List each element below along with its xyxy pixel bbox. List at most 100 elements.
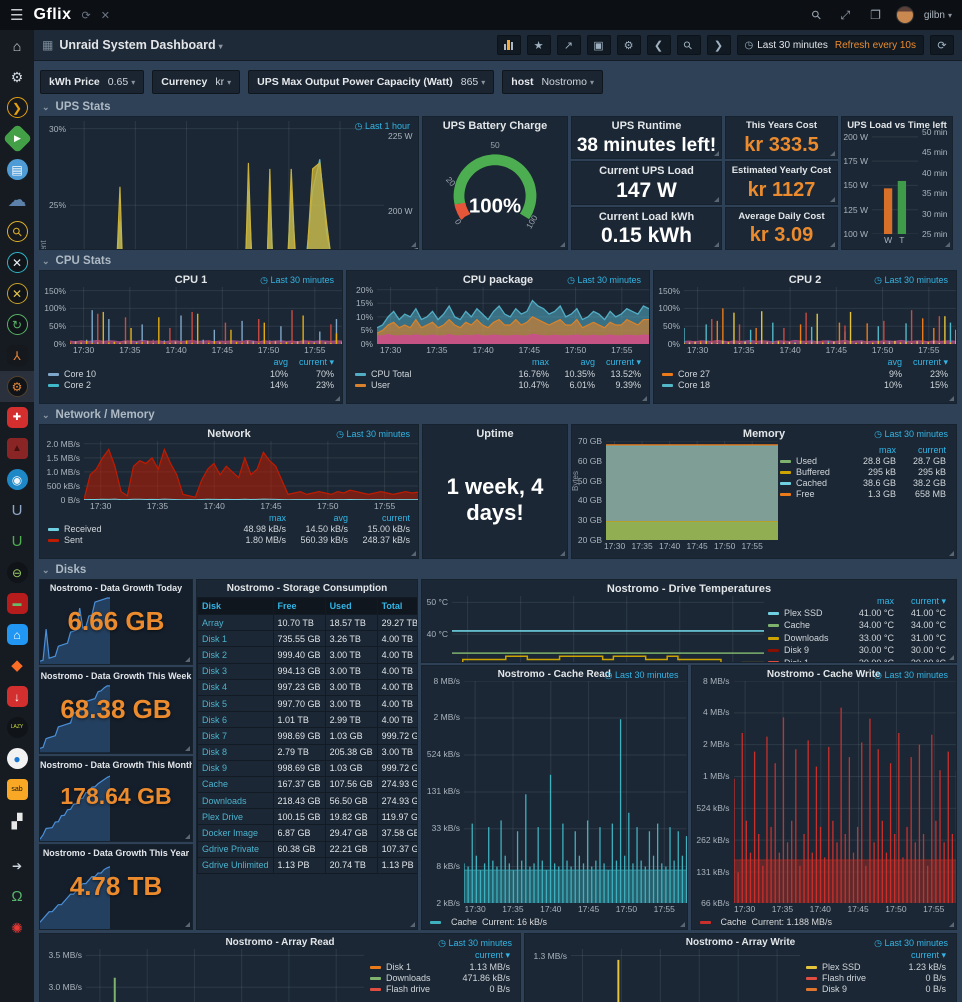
legend-row[interactable]: Plex SSD 41.00 °C 41.00 °C (768, 607, 946, 619)
time-badge[interactable]: Last 30 minutes (874, 670, 948, 681)
battery-gauge[interactable]: 0 20 50 100 100% (423, 133, 567, 249)
panel-title[interactable]: UPS Battery Charge (442, 120, 548, 132)
sidebar-app-icon[interactable]: ↻ (0, 309, 34, 340)
panel-title[interactable]: CPU 1 (174, 274, 208, 286)
sidebar-app-icon[interactable]: ◆ (0, 650, 34, 681)
cache-write-chart[interactable]: 66 kB/s 131 kB/s 262 kB/s 524 kB/s 1 MB/s 2 M… (692, 676, 956, 917)
panel-title[interactable]: Nostromo - Array Write (685, 937, 796, 948)
panel-title[interactable]: Nostromo - Data Growth This Week (40, 671, 192, 682)
time-picker[interactable]: Last 30 minutes Refresh every 10s (736, 35, 924, 55)
legend-row[interactable]: Downloads 33.00 °C 31.00 °C (768, 632, 946, 644)
legend-row[interactable]: User 10.47% 6.01% 9.39% (355, 380, 641, 390)
sidebar-app-icon[interactable]: ✕ (0, 247, 34, 278)
variable-select[interactable]: kWh Price 0.65 (40, 70, 145, 94)
panel-title[interactable]: This Years Cost (745, 120, 818, 131)
panel-title[interactable]: Nostromo - Array Read (225, 937, 335, 948)
sidebar-app-icon[interactable]: U (0, 526, 34, 557)
legend-row[interactable]: Core 10 10% 70% (48, 369, 334, 379)
legend-row[interactable]: Used 28.8 GB 28.7 GB (780, 456, 946, 466)
growth-month-chart[interactable] (40, 771, 192, 841)
panel-title[interactable]: Current UPS Load (599, 165, 694, 178)
legend-row[interactable]: Flash drive 0 B/s (806, 973, 946, 983)
growth-year-chart[interactable] (40, 859, 192, 929)
legend-row[interactable]: Flash drive 0 B/s (370, 984, 510, 994)
time-badge[interactable]: Last 30 minutes (874, 275, 948, 286)
refresh-interval[interactable]: Refresh every 10s (834, 39, 916, 51)
sidebar-app-icon[interactable]: Ω (0, 881, 34, 912)
panel-title[interactable]: Network (207, 428, 251, 440)
legend[interactable]: Cache Current: 1.188 MB/s (692, 916, 957, 929)
panel-title[interactable]: Nostromo - Data Growth This Year (42, 847, 190, 858)
legend-row[interactable]: Disk 9 30.00 °C 30.00 °C (768, 644, 946, 656)
temperatures-chart[interactable]: 0 °C10 °C20 °C30 °C40 °C50 °C17:3017:351… (422, 596, 764, 662)
sidebar-app-icon[interactable]: ✺ (0, 912, 34, 943)
user-menu[interactable]: gilbn (924, 10, 952, 21)
legend-row[interactable]: Free 1.3 GB 658 MB (780, 489, 946, 499)
section-ups-stats[interactable]: ⌄ UPS Stats (42, 101, 111, 113)
sidebar-app-icon[interactable]: LAZY (0, 712, 34, 743)
section-disks[interactable]: ⌄ Disks (42, 564, 87, 576)
sidebar-app-icon[interactable]: ✚ (0, 402, 34, 433)
fullscreen-icon[interactable]: ⤢ (840, 7, 851, 22)
time-badge[interactable]: Last 30 minutes (874, 429, 948, 440)
tab-refresh-icon[interactable]: ⟳ (81, 9, 91, 22)
sidebar-app-icon[interactable]: ❯ (0, 92, 34, 123)
variable-select[interactable]: Currency kr (152, 70, 241, 94)
star-button[interactable]: ★ (526, 35, 551, 55)
cpu-package-chart[interactable]: 0% 5% 10% 15% 20% 17:30 17:35 17:40 17:45 17:50 17… (347, 285, 649, 357)
panel-title[interactable]: UPS Load vs Time left (847, 120, 947, 131)
refresh-button[interactable]: ⟳ (930, 35, 954, 55)
time-badge[interactable]: Last 30 minutes (260, 275, 334, 286)
panel-title[interactable]: Estimated Yearly Cost (731, 165, 832, 177)
sidebar-app-icon[interactable]: ⌂ (0, 30, 34, 61)
sidebar-app-icon[interactable]: ⚙ (0, 371, 34, 402)
sidebar-app-icon[interactable]: ☁ (0, 185, 34, 216)
sidebar-app-icon[interactable]: ⌂ (0, 619, 34, 650)
time-back-button[interactable]: ❮ (646, 35, 671, 55)
array-write-chart[interactable]: 1.0 MB/s1.3 MB/s17:3017:3517:4017:4517:5… (533, 950, 567, 961)
time-badge[interactable]: Last 30 minutes (438, 938, 512, 949)
panel-title[interactable]: Uptime (476, 428, 514, 440)
sidebar-app-icon[interactable]: ✕ (0, 278, 34, 309)
legend-row[interactable]: CPU Total 16.76% 10.35% 13.52% (355, 369, 641, 379)
panel-title[interactable]: CPU 2 (788, 274, 822, 286)
legend-row[interactable]: Received 48.98 kB/s 14.50 kB/s 15.00 kB/s (48, 524, 410, 534)
panel-title[interactable]: Nostromo - Data Growth Today (49, 583, 183, 593)
sidebar-app-icon[interactable]: ⚙ (0, 61, 34, 92)
cpu2-chart[interactable]: 0% 50% 100% 150% 17:30 17:35 17:40 17:45 17:50 17… (654, 286, 956, 357)
sidebar-app-icon[interactable]: ➔ (0, 850, 34, 881)
panel-title[interactable]: UPS Runtime (611, 120, 682, 132)
network-chart[interactable]: 0 B/s 500 kB/s 1.0 MB/s 1.5 MB/s 2.0 MB/s 17:… (40, 439, 418, 513)
legend-row[interactable]: Cached 38.6 GB 38.2 GB (780, 478, 946, 488)
zoom-out-button[interactable]: ⚲ (676, 35, 701, 55)
time-range[interactable]: Last 30 minutes (745, 40, 828, 51)
panel-title[interactable]: Nostromo - Storage Consumption (226, 583, 388, 594)
variable-select[interactable]: UPS Max Output Power Capacity (Watt) 865 (248, 70, 495, 94)
time-badge[interactable]: Last 30 minutes (605, 670, 679, 681)
sidebar-app-icon[interactable]: ◉ (0, 464, 34, 495)
sidebar-app-icon[interactable]: ▞ (0, 805, 34, 836)
sidebar-app-icon[interactable]: ▲ (0, 433, 34, 464)
legend-row[interactable]: Core 2 14% 23% (48, 380, 334, 390)
sidebar-app-icon[interactable]: U (0, 495, 34, 526)
panel-title[interactable]: Memory (742, 428, 786, 440)
time-badge[interactable]: Last 30 minutes (567, 275, 641, 286)
variable-select[interactable]: host Nostromo (502, 70, 603, 94)
legend-row[interactable]: Disk 130.00 °C30.00 °C (768, 657, 946, 662)
sidebar-app-icon[interactable]: ● (0, 743, 34, 774)
cpu1-chart[interactable]: 0% 50% 100% 150% 17:30 17:35 17:40 17:45 17:50 17… (40, 286, 342, 357)
legend-row[interactable]: Core 18 10% 15% (662, 380, 948, 390)
legend-row[interactable]: Core 27 9% 23% (662, 369, 948, 379)
search-icon[interactable]: ⚲ (808, 6, 825, 24)
sidebar-app-icon[interactable]: ▬ (0, 588, 34, 619)
section-cpu-stats[interactable]: ⌄ CPU Stats (42, 255, 112, 267)
section-network-memory[interactable]: ⌄ Network / Memory (42, 409, 155, 421)
panel-title[interactable]: Nostromo - Cache Read (497, 668, 611, 680)
panel-title[interactable]: CPU package (462, 274, 534, 286)
time-badge[interactable]: Last 1 hour (355, 121, 410, 132)
legend[interactable]: Cache Current: 16 kB/s (422, 916, 687, 929)
ups-bars-chart[interactable]: 100 W 125 W 150 W 175 W 200 W 25 min 30 min 35 … (843, 127, 948, 245)
legend-row[interactable]: Cache 34.00 °C 34.00 °C (768, 619, 946, 631)
growth-today-chart[interactable] (40, 594, 192, 665)
